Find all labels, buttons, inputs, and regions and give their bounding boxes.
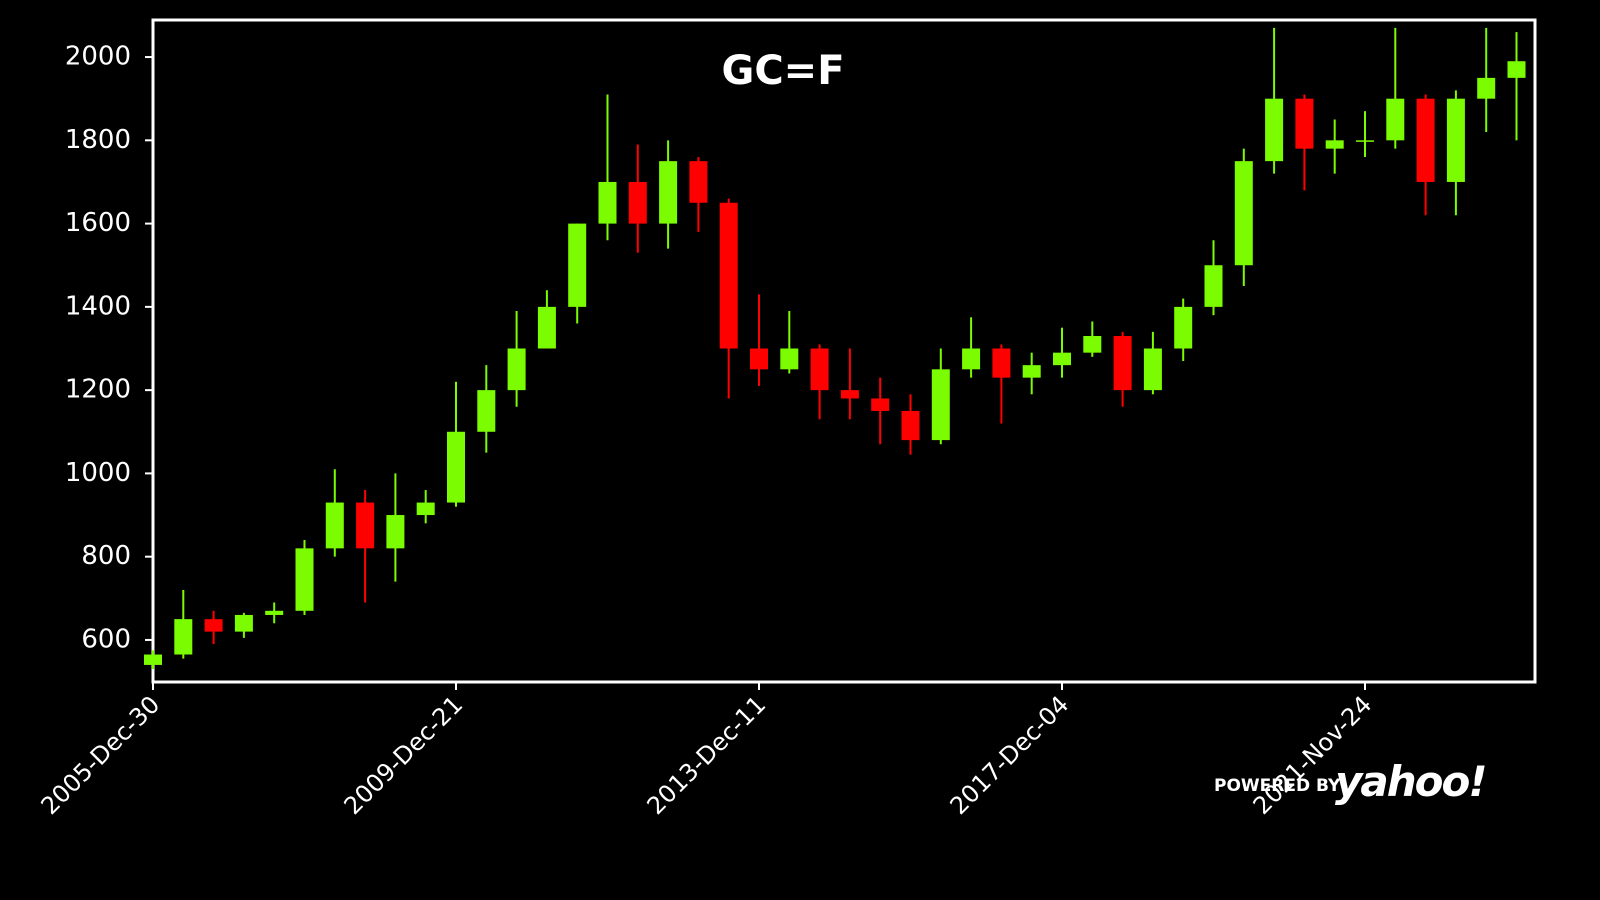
- candle-body: [719, 202, 738, 349]
- candle-body: [1507, 61, 1526, 78]
- candle-body: [477, 390, 496, 432]
- y-tick-label: 1600: [65, 208, 131, 238]
- watermark-logo: yahoo!: [1335, 757, 1485, 806]
- y-tick-label: 1000: [65, 458, 131, 488]
- candle-body: [144, 654, 162, 665]
- candle-body: [598, 181, 617, 224]
- candle-body: [750, 348, 768, 370]
- x-tick-label: 2013-Dec-11: [642, 690, 772, 820]
- candle-body: [295, 548, 314, 611]
- candle-body: [1477, 77, 1496, 99]
- candle-body: [810, 348, 829, 391]
- candle-body: [174, 619, 193, 655]
- candle-body: [1416, 98, 1435, 182]
- candle-body: [416, 502, 435, 516]
- candle-body: [659, 161, 678, 224]
- y-tick-label: 2000: [65, 42, 131, 72]
- candle-body: [901, 410, 920, 441]
- candle-body: [386, 515, 405, 549]
- y-tick-label: 1800: [65, 125, 131, 155]
- candle-body: [325, 502, 344, 549]
- candle-body: [1265, 98, 1284, 162]
- candle-body: [628, 181, 647, 224]
- candle-body: [447, 431, 465, 503]
- candle-body: [507, 348, 526, 391]
- candle-body: [1356, 140, 1374, 142]
- y-tick-label: 1400: [65, 291, 131, 321]
- candle-body: [537, 306, 556, 349]
- candle-body: [689, 161, 708, 203]
- y-tick-label: 600: [81, 624, 131, 654]
- candle-body: [356, 502, 375, 549]
- x-tick-label: 2009-Dec-21: [339, 690, 469, 820]
- y-tick-label: 1200: [65, 375, 131, 405]
- candle-body: [204, 619, 223, 632]
- x-tick-label: 2017-Dec-04: [945, 690, 1075, 820]
- candle-body: [1325, 140, 1344, 149]
- candle-body: [931, 369, 950, 441]
- candle-body: [265, 610, 284, 615]
- x-tick-label: 2005-Dec-30: [36, 690, 166, 820]
- candle-body: [780, 348, 799, 370]
- candle-body: [1204, 265, 1223, 307]
- candle-body: [568, 223, 587, 307]
- candle-body: [1022, 365, 1041, 378]
- candle-body: [1174, 306, 1193, 349]
- candle-body: [1234, 161, 1253, 266]
- candle-body: [1295, 98, 1314, 149]
- candle-body: [1113, 336, 1132, 391]
- candle-body: [840, 390, 859, 399]
- candle-body: [962, 348, 981, 370]
- candle-body: [234, 614, 253, 632]
- candle-body: [1386, 98, 1405, 141]
- candle-body: [871, 398, 890, 411]
- chart-title: GC=F: [721, 48, 844, 94]
- y-tick-label: 800: [81, 541, 131, 571]
- candle-body: [1446, 98, 1465, 182]
- candle-body: [1083, 336, 1102, 353]
- candle-body: [1053, 352, 1071, 366]
- candle-body: [992, 348, 1011, 378]
- candle-body: [1143, 348, 1162, 391]
- watermark-prefix: POWERED BY: [1214, 776, 1341, 796]
- plot-frame: [151, 18, 1537, 684]
